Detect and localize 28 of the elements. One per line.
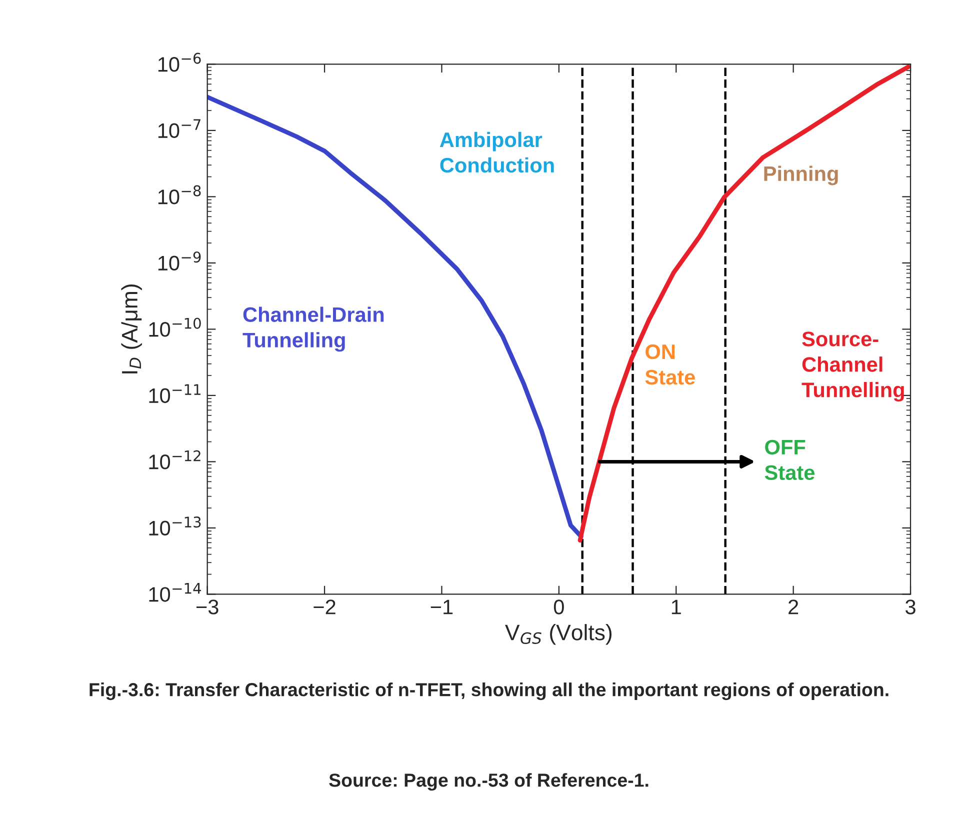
annotation: Pinning: [764, 166, 838, 186]
y-axis-title: I$_{D}$ (A/μm): [121, 284, 142, 374]
annotation: Ambipolar Conduction: [440, 132, 554, 173]
y-tick-label: 10$^{−7}$: [158, 119, 200, 138]
annotation: Source- Channel Tunnelling: [802, 332, 904, 402]
line-series: [207, 94, 584, 539]
source-note: Source: Page no.-53 of Reference-1.: [329, 773, 648, 791]
text: Fig.-3.6: Transfer Characteristic of n-TFET, showing all the important regions of operation.: [90, 682, 888, 700]
annotation: ON State: [645, 344, 695, 385]
x-tick-label: −3: [196, 600, 218, 614]
x-axis-title: V$_{GS}$ (Volts): [505, 624, 612, 645]
x-tick-label: −2: [314, 600, 336, 614]
x-tick-label: −1: [430, 600, 453, 614]
x-tick-label: 2: [788, 600, 798, 614]
x-tick-label: 3: [906, 600, 916, 614]
y-tick-label: 10$^{−12}$: [149, 450, 200, 470]
y-tick-label: 10$^{−10}$: [149, 318, 201, 337]
y-tick-label: 10$^{−11}$: [149, 384, 200, 404]
annotation: OFF State: [764, 440, 814, 480]
y-tick-label: 10$^{−13}$: [149, 516, 201, 536]
line-series: [578, 64, 910, 543]
y-tick-label: 10$^{−14}$: [149, 583, 202, 602]
y-tick-label: 10$^{−6}$: [158, 52, 201, 72]
y-tick-label: 10$^{−9}$: [158, 252, 201, 271]
annotation: Channel-Drain Tunnelling: [242, 306, 384, 352]
y-tick-label: 10$^{−8}$: [158, 185, 201, 204]
x-tick-label: 0: [554, 600, 564, 614]
x-tick-label: 1: [672, 600, 681, 614]
